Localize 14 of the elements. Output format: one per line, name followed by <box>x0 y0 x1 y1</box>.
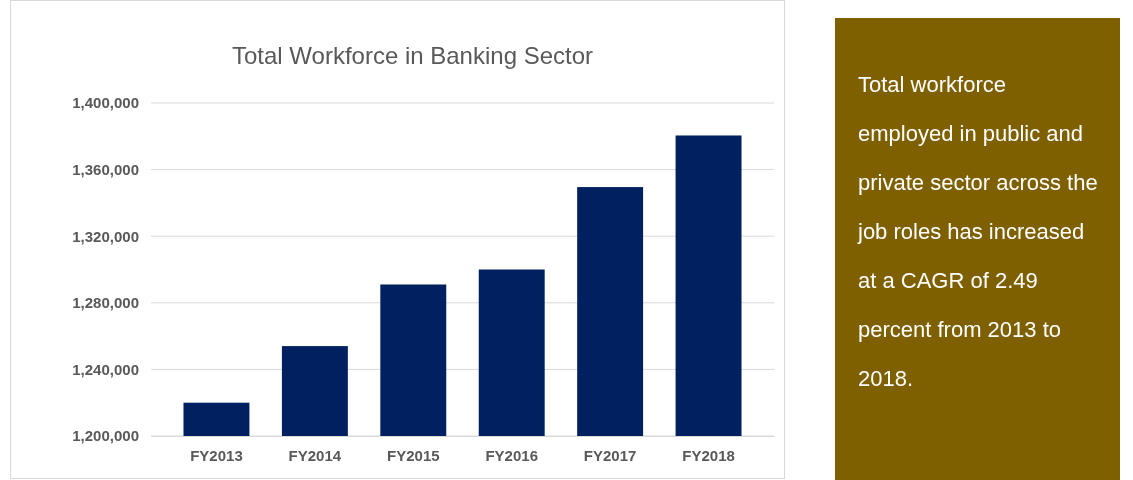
x-tick-label: FY2013 <box>190 446 243 464</box>
text: Total workforce employed in public and private sector across the job roles has increased at a CAGR of 2.49 percent from 2013 to 2018. <box>858 71 1099 393</box>
y-tick-label: 1,200,000 <box>72 427 139 445</box>
x-tick-label: FY2018 <box>682 446 735 464</box>
y-tick-label: 1,280,000 <box>72 294 139 312</box>
x-tick-label: FY2016 <box>485 446 538 464</box>
y-tick-label: 1,400,000 <box>72 94 139 112</box>
x-tick-label: FY2014 <box>288 446 342 464</box>
y-tick-label: 1,240,000 <box>72 360 139 378</box>
chart-title: Total Workforce in Banking Sector <box>231 42 594 69</box>
y-tick-label: 1,320,000 <box>72 227 139 245</box>
x-tick-label: FY2017 <box>583 446 637 464</box>
x-tick-label: FY2015 <box>387 446 440 464</box>
y-tick-label: 1,360,000 <box>72 160 139 178</box>
